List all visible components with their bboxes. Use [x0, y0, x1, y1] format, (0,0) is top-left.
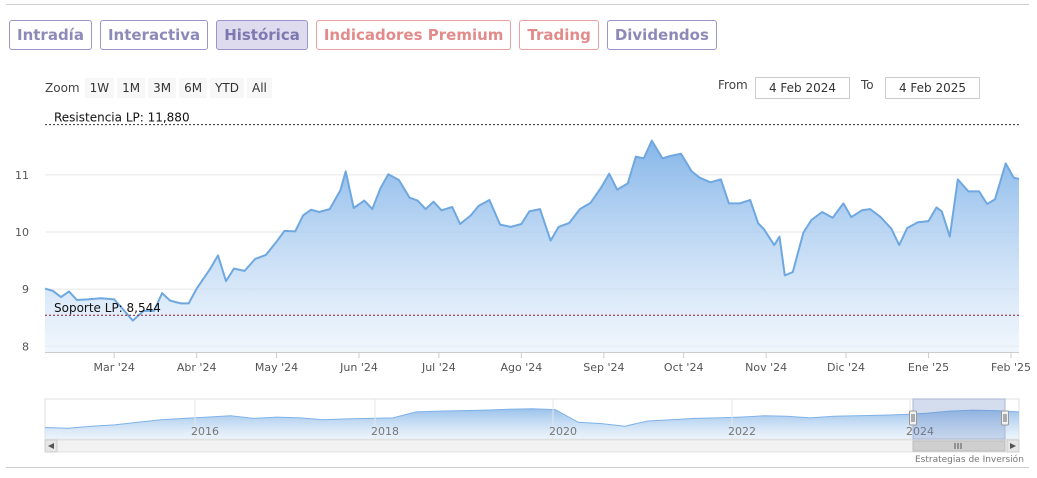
x-tick-label: Abr '24	[177, 361, 217, 374]
plot-area	[44, 139, 1020, 352]
tab-historica[interactable]: Histórica	[216, 20, 308, 50]
x-tick-label: Nov '24	[745, 361, 787, 374]
tab-intradia[interactable]: Intradía	[9, 20, 92, 50]
x-tick-label: Jul '24	[421, 361, 456, 374]
scroll-right-arrow-icon	[1010, 443, 1016, 449]
x-tick-label: Sep '24	[583, 361, 624, 374]
price-line	[44, 139, 1020, 322]
price-area	[45, 140, 1019, 352]
zoom-3m-button[interactable]: 3M	[148, 78, 177, 98]
chart-type-tabs: Intradía Interactiva Histórica Indicador…	[9, 20, 717, 50]
from-date-input[interactable]: 4 Feb 2024	[755, 77, 850, 99]
navigator-left-handle[interactable]	[909, 410, 917, 426]
y-tick-label: 8	[22, 340, 29, 353]
zoom-all-button[interactable]: All	[247, 78, 272, 98]
reference-lines: Resistencia LP: 11,880 Soporte LP: 8,544	[45, 111, 1019, 316]
x-tick-label: Feb '25	[991, 361, 1031, 374]
x-tick-label: Mar '24	[94, 361, 135, 374]
y-tick-label: 11	[15, 169, 29, 182]
to-label: To	[861, 78, 874, 92]
to-date-input[interactable]: 4 Feb 2025	[885, 77, 980, 99]
navigator-selection[interactable]	[912, 398, 1006, 440]
x-tick-label: Jun '24	[339, 361, 378, 374]
navigator[interactable]: 20162018202020222024	[44, 398, 1020, 453]
zoom-1w-button[interactable]: 1W	[84, 78, 115, 98]
navigator-year-label: 2022	[728, 425, 756, 438]
y-axis: 8 9 10 11	[15, 169, 29, 353]
zoom-1m-button[interactable]: 1M	[117, 78, 146, 98]
chart-credit: Estrategias de Inversión	[915, 455, 1024, 465]
tab-trading[interactable]: Trading	[519, 20, 599, 50]
resistance-label: Resistencia LP: 11,880	[54, 111, 190, 125]
scrollbar-track[interactable]	[44, 439, 1020, 453]
navigator-line	[44, 408, 1020, 429]
tab-interactiva[interactable]: Interactiva	[99, 20, 209, 50]
x-axis: Mar '24 Abr '24 May '24 Jun '24 Jul '24 Ago '…	[45, 352, 1031, 374]
navigator-year-label: 2016	[191, 425, 219, 438]
support-label: Soporte LP: 8,544	[54, 301, 161, 315]
x-tick-label: Ene '25	[908, 361, 949, 374]
zoom-label: Zoom	[45, 81, 80, 95]
bottom-divider	[6, 467, 1029, 468]
zoom-selector: Zoom 1W 1M 3M 6M YTD All	[45, 78, 272, 98]
x-tick-label: Ago '24	[500, 361, 542, 374]
x-tick-label: Oct '24	[664, 361, 704, 374]
x-tick-label: May '24	[255, 361, 298, 374]
tab-dividendos[interactable]: Dividendos	[606, 20, 717, 50]
x-tick-label: Dic '24	[827, 361, 865, 374]
zoom-ytd-button[interactable]: YTD	[210, 78, 244, 98]
navigator-year-label: 2020	[549, 425, 577, 438]
navigator-right-handle[interactable]	[1001, 410, 1009, 426]
y-tick-label: 10	[15, 226, 29, 239]
zoom-6m-button[interactable]: 6M	[179, 78, 208, 98]
navigator-year-label: 2018	[371, 425, 399, 438]
scrollbar-thumb[interactable]	[912, 440, 1006, 452]
y-tick-label: 9	[22, 283, 29, 296]
tab-indicadores-premium[interactable]: Indicadores Premium	[315, 20, 512, 50]
scroll-left-arrow-icon	[48, 443, 54, 449]
top-divider	[6, 4, 1029, 5]
from-label: From	[718, 78, 748, 92]
